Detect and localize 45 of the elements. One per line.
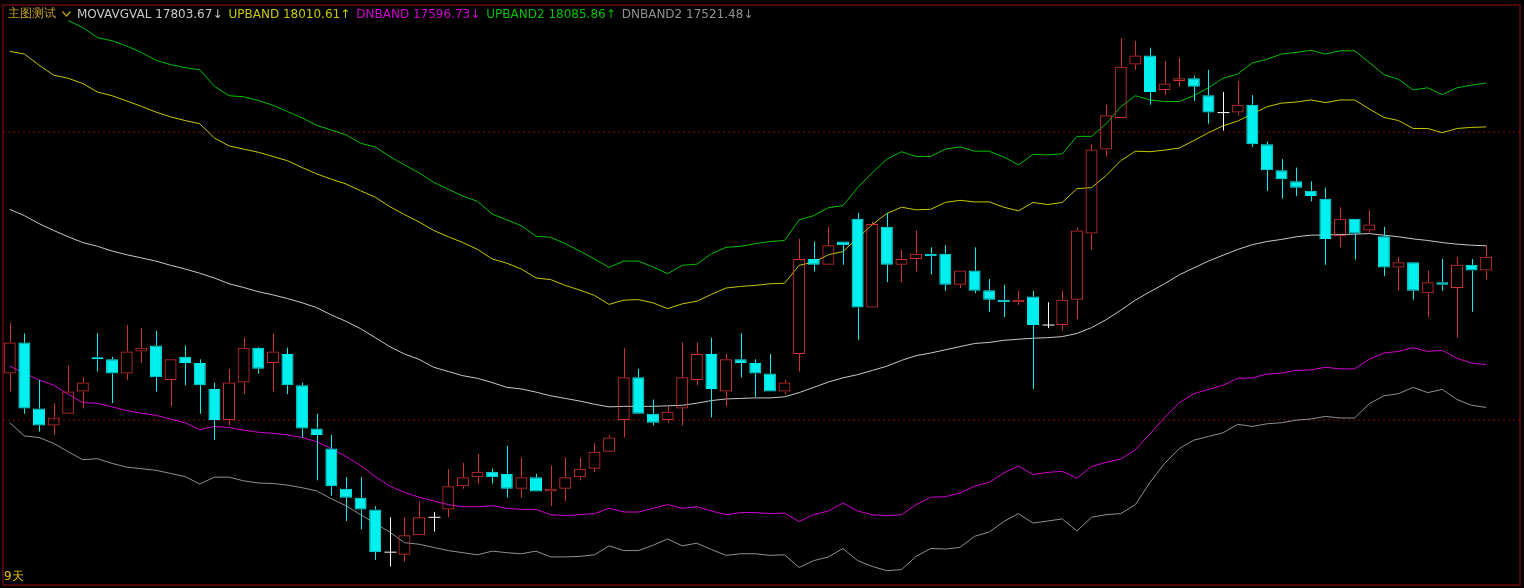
candlestick (354, 476, 367, 530)
candlestick (1304, 180, 1317, 202)
candlestick (384, 516, 397, 567)
candlestick (1187, 75, 1200, 102)
candlestick (369, 505, 382, 561)
candlestick (968, 246, 981, 294)
candlestick (1217, 91, 1230, 132)
candlestick (1027, 290, 1040, 390)
candlestick (252, 347, 265, 375)
candlestick (1275, 158, 1288, 200)
candlestick (486, 468, 499, 484)
candlestick (281, 347, 294, 395)
candlestick (1407, 262, 1420, 301)
text: DNBAND 17596.73↓ (356, 6, 481, 21)
candlestick (983, 278, 996, 313)
candlestick (632, 368, 645, 414)
text: DNBAND2 17521.48↓ (621, 6, 754, 21)
candlestick (193, 358, 206, 415)
candlestick (1465, 258, 1478, 313)
candlestick (18, 332, 31, 415)
chart-title: 主图测试 (8, 5, 56, 22)
candlestick (296, 382, 309, 439)
candlestick (807, 241, 820, 273)
candlestick (325, 434, 338, 497)
candlestick (1246, 94, 1259, 148)
candlestick (428, 511, 441, 533)
candlestick (310, 413, 323, 481)
candlestick (1143, 47, 1156, 106)
candlestick (208, 382, 221, 441)
candlestick (149, 330, 162, 393)
candlestick (1436, 258, 1449, 292)
candlestick (705, 337, 718, 418)
candlestick (880, 212, 893, 283)
candlestick (1260, 141, 1273, 192)
candlestick (734, 332, 747, 378)
candlestick (851, 212, 864, 341)
text: UPBAND 18010.61↑ (228, 6, 351, 21)
candlestick (1290, 167, 1303, 197)
candlestick (179, 345, 192, 386)
text: MOVAVGVAL 17803.67↓ (77, 6, 223, 21)
text: 9天 (4, 568, 24, 585)
candlestick (939, 244, 952, 292)
candlestick (1319, 187, 1332, 266)
text: UPBAND2 18085.86↑ (486, 6, 616, 21)
candlestick (1377, 226, 1390, 277)
